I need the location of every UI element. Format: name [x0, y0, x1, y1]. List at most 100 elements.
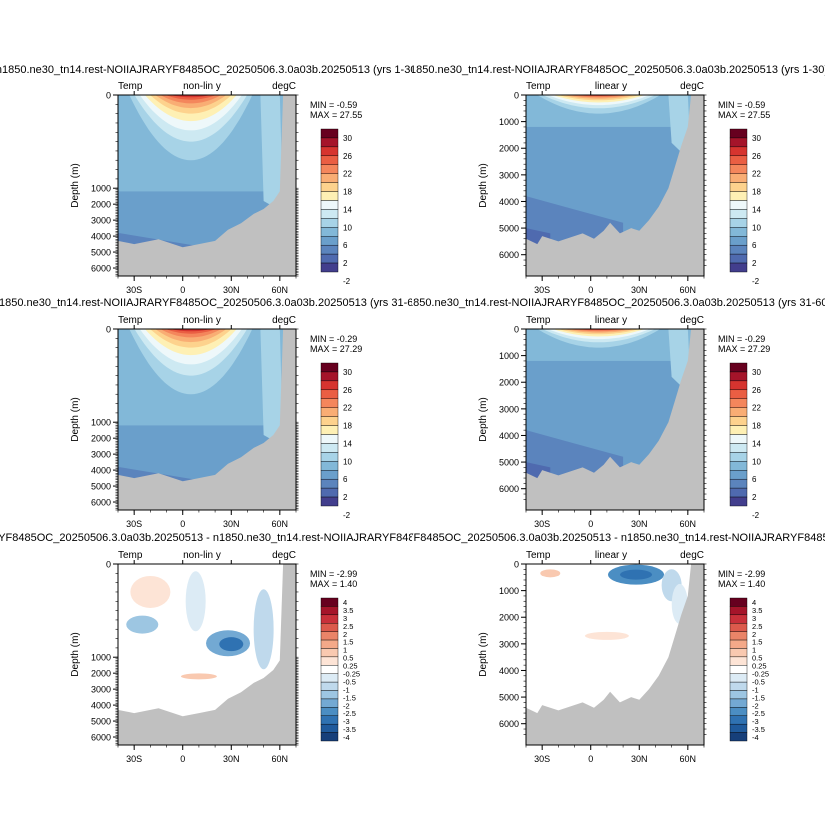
colorbar-label: 10: [752, 223, 761, 232]
y-tick-label: 5000: [91, 482, 111, 492]
colorbar-label: 22: [343, 404, 352, 413]
x-tick-label: 30S: [126, 754, 142, 764]
header-yscale: linear y: [595, 550, 627, 561]
colorbar-swatch: [729, 173, 748, 183]
x-tick-label: 0: [180, 754, 185, 764]
panel-p2: n1850.ne30_tn14.rest-NOIIAJRARYF8485OC_2…: [412, 64, 825, 295]
panel-p1: n1850.ne30_tn14.rest-NOIIAJRARYF8485OC_2…: [0, 64, 420, 295]
max-label: MAX = 27.29: [310, 344, 362, 354]
diff-anomaly: [219, 637, 244, 652]
colorbar-label: 6: [343, 475, 348, 484]
colorbar-label: 1.5: [752, 638, 762, 647]
colorbar-swatch: [320, 614, 339, 624]
colorbar-swatch: [729, 681, 748, 691]
colorbar-swatch: [729, 137, 748, 148]
colorbar-label: 18: [752, 188, 761, 197]
colorbar-label: -1: [752, 685, 759, 694]
colorbar-label: 6: [752, 241, 757, 250]
colorbar-swatch: [729, 478, 748, 489]
band-north: [260, 95, 284, 213]
diff-anomaly: [180, 673, 217, 680]
colorbar-label: 26: [752, 152, 761, 161]
min-label: MIN = -2.99: [718, 569, 765, 579]
y-tick-label: 6000: [499, 719, 519, 729]
panel-title: n1850.ne30_tn14.rest-NOIIAJRARYF8485OC_2…: [0, 64, 420, 76]
colorbar-label: 18: [752, 422, 761, 431]
max-label: MAX = 1.40: [310, 579, 357, 589]
plot-field: [118, 329, 296, 510]
plot-field: [118, 564, 296, 745]
colorbar-swatch: [320, 707, 339, 716]
colorbar-swatch: [729, 425, 748, 435]
colorbar-label: -3.5: [343, 725, 356, 734]
panel-title: n1850.ne30_tn14.rest-NOIIAJRARYF8485OC_2…: [401, 297, 825, 309]
colorbar-label: 30: [752, 134, 761, 143]
colorbar-label: 14: [343, 439, 352, 448]
colorbar-swatch: [729, 389, 748, 399]
colorbar-swatch: [729, 371, 748, 382]
y-tick-label: 5000: [499, 693, 519, 703]
colorbar-swatch: [729, 614, 748, 624]
colorbar-swatch: [320, 416, 339, 426]
colorbar-label: -4: [343, 733, 350, 742]
y-tick-label: 5000: [91, 717, 111, 727]
colorbar-swatch: [729, 236, 748, 246]
colorbar-swatch: [320, 389, 339, 399]
colorbar-swatch: [320, 461, 339, 471]
y-axis-label: Depth (m): [70, 163, 81, 207]
colorbar-swatch: [729, 461, 748, 471]
band-north: [260, 329, 284, 447]
y-tick-label: 3000: [499, 639, 519, 649]
colorbar-swatch: [320, 639, 339, 649]
colorbar-label: -0.25: [752, 669, 769, 678]
colorbar-label: -2: [343, 277, 351, 286]
y-tick-label: 5000: [91, 248, 111, 258]
y-tick-label: 4000: [91, 701, 111, 711]
colorbar-label: -0.25: [343, 669, 360, 678]
y-axis-label: Depth (m): [478, 163, 489, 207]
x-tick-label: 30S: [126, 285, 142, 295]
x-tick-label: 30S: [534, 519, 550, 529]
x-tick-label: 60N: [680, 754, 697, 764]
land-mask: [118, 564, 296, 745]
y-tick-label: 2000: [499, 378, 519, 388]
colorbar-label: 4: [343, 598, 347, 607]
x-tick-label: 60N: [272, 285, 289, 295]
colorbar-label: 0.5: [752, 654, 762, 663]
min-label: MIN = -0.59: [310, 100, 357, 110]
colorbar-swatch: [320, 470, 339, 480]
header-variable: Temp: [118, 315, 143, 326]
colorbar-swatch: [320, 227, 339, 237]
colorbar-swatch: [320, 723, 339, 733]
diff-anomaly: [540, 569, 561, 578]
colorbar-swatch: [320, 656, 339, 666]
colorbar-label: 2: [343, 630, 347, 639]
header-yscale: linear y: [595, 315, 627, 326]
colorbar-label: -3: [752, 717, 759, 726]
max-label: MAX = 1.40: [718, 579, 765, 589]
colorbar-swatch: [320, 606, 339, 616]
panel-title-clip: n1850.ne30_tn14.rest-NOIIAJRARYF8485OC_2…: [0, 64, 420, 76]
max-label: MAX = 27.29: [718, 344, 770, 354]
colorbar-label: 30: [752, 368, 761, 377]
y-tick-label: 6000: [499, 250, 519, 260]
colorbar-swatch: [729, 690, 748, 700]
colorbar-swatch: [320, 182, 339, 192]
colorbar-swatch: [729, 496, 748, 507]
header-yscale: non-lin y: [183, 81, 221, 92]
colorbar-label: -1: [343, 685, 350, 694]
colorbar-swatch: [320, 155, 339, 165]
colorbar-swatch: [320, 200, 339, 210]
colorbar-swatch: [729, 434, 748, 444]
x-tick-label: 60N: [272, 754, 289, 764]
y-tick-label: 2000: [91, 669, 111, 679]
colorbar-label: 0.5: [343, 654, 353, 663]
colorbar-label: 3.5: [343, 606, 353, 615]
y-tick-label: 1000: [499, 351, 519, 361]
max-label: MAX = 27.55: [718, 110, 770, 120]
panel-title-clip: n1850.ne30_tn14.rest-NOIIAJRARYF8485OC_2…: [401, 297, 825, 309]
colorbar-swatch: [320, 371, 339, 382]
header-variable: Temp: [118, 550, 143, 561]
